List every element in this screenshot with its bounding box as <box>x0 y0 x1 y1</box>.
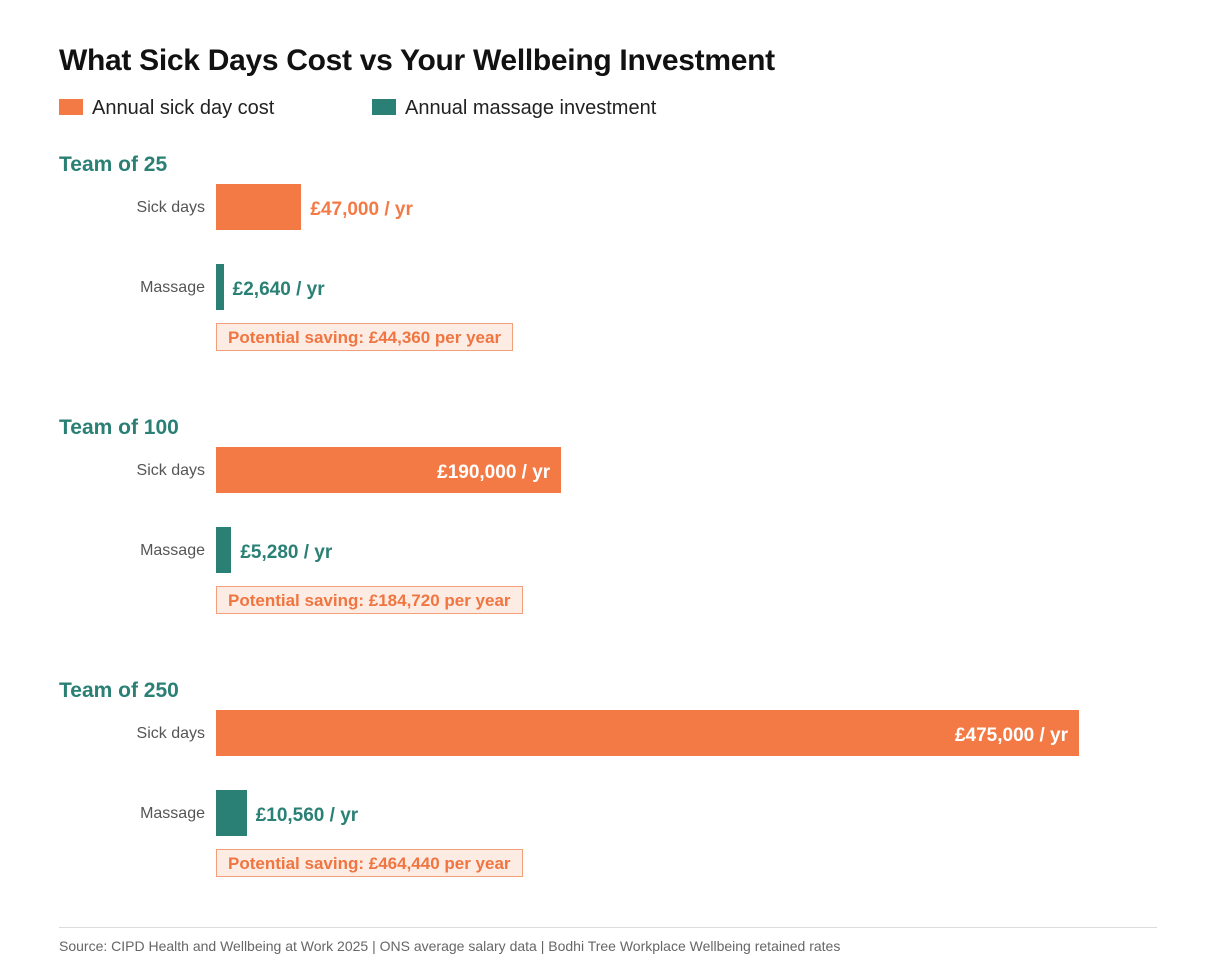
row-label-sick-days: Sick days <box>136 462 205 479</box>
bar-value-label: £190,000 / yr <box>437 462 551 483</box>
saving-callout: Potential saving: £184,720 per year <box>216 586 523 614</box>
legend-item-cost: Annual sick day cost <box>59 97 274 120</box>
group-title: Team of 100 <box>59 416 179 439</box>
bar-sick-day-cost <box>216 447 562 493</box>
bar-value-label: £475,000 / yr <box>954 725 1068 746</box>
legend-label-cost: Annual sick day cost <box>92 97 275 119</box>
bar-sick-day-cost <box>216 184 302 230</box>
bar-massage-investment <box>216 527 232 573</box>
legend-swatch-invest <box>372 98 396 115</box>
group-title: Team of 250 <box>59 679 179 702</box>
bar-value-label: £5,280 / yr <box>240 542 333 563</box>
bar-value-label: £10,560 / yr <box>255 805 359 826</box>
row-label-sick-days: Sick days <box>136 199 205 216</box>
footer-source-3: Bodhi Tree Workplace Wellbeing retained … <box>548 938 841 954</box>
footer-source-1: Source: CIPD Health and Wellbeing at Wor… <box>59 938 369 954</box>
legend-item-invest: Annual massage investment <box>372 97 656 120</box>
footer-divider <box>59 927 1157 928</box>
saving-callout: Potential saving: £44,360 per year <box>216 323 514 351</box>
row-label-massage: Massage <box>140 805 205 822</box>
group-title: Team of 25 <box>59 153 168 176</box>
chart-title: What Sick Days Cost vs Your Wellbeing In… <box>59 44 775 77</box>
saving-callout: Potential saving: £464,440 per year <box>216 849 523 877</box>
bar-sick-day-cost <box>216 710 1079 756</box>
footer-separator: | <box>540 938 545 954</box>
footer-source-2: ONS average salary data <box>379 938 537 954</box>
row-label-massage: Massage <box>140 279 205 296</box>
row-label-sick-days: Sick days <box>136 725 205 742</box>
bar-massage-investment <box>216 264 224 310</box>
footer-source: Source: CIPD Health and Wellbeing at Wor… <box>59 938 840 954</box>
legend-swatch-cost <box>59 98 83 115</box>
legend-label-invest: Annual massage investment <box>405 97 657 119</box>
footer-separator: | <box>372 938 376 954</box>
bar-massage-investment <box>216 790 247 836</box>
bar-value-label: £2,640 / yr <box>232 279 325 300</box>
row-label-massage: Massage <box>140 542 205 559</box>
bar-value-label: £47,000 / yr <box>310 199 413 220</box>
